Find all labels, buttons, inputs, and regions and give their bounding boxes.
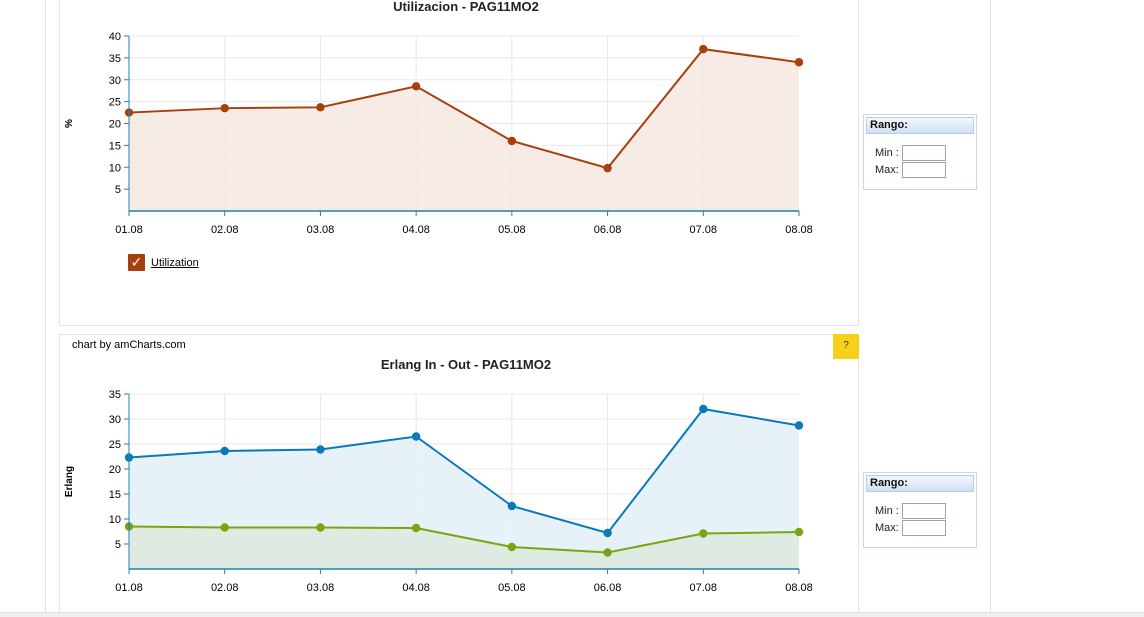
data-point — [603, 163, 612, 173]
x-tick-label: 06.08 — [594, 582, 622, 594]
x-tick-label: 06.08 — [594, 224, 622, 236]
erlang-help-button[interactable]: ? — [833, 334, 859, 359]
y-tick-label: 5 — [115, 539, 121, 551]
data-point — [411, 523, 421, 533]
range-min-label: Min : — [875, 147, 899, 159]
series-line-0 — [128, 407, 800, 535]
y-tick-label: 25 — [109, 97, 121, 109]
y-tick-label: 20 — [109, 119, 121, 131]
erlang-range-box: Rango: Min : Max: — [863, 472, 977, 548]
y-axis-label: % — [64, 119, 75, 128]
utilization-range-box: Rango: Min : Max: — [863, 114, 977, 190]
y-tick-label: 5 — [115, 184, 121, 196]
utilization-chart: Utilizacion - PAG11MO2% 5 10 15 20 25 30 35 40 01… — [64, 0, 813, 236]
x-tick-label: 01.08 — [115, 224, 143, 236]
chart-title: Utilizacion - PAG11MO2 — [393, 0, 539, 14]
range-max-input[interactable] — [902, 162, 946, 178]
chart-title: Erlang In - Out - PAG11MO2 — [381, 357, 551, 372]
series-line-0 — [128, 48, 800, 170]
data-point — [794, 58, 804, 67]
x-tick-label: 02.08 — [211, 582, 239, 594]
y-axis-label: Erlang — [64, 466, 75, 497]
data-point — [794, 421, 804, 430]
x-tick-label: 04.08 — [402, 224, 430, 236]
range-title: Rango: — [866, 475, 974, 492]
series-area-0 — [129, 49, 799, 211]
amcharts-credit[interactable]: chart by amCharts.com — [72, 339, 186, 351]
range-max-label: Max: — [875, 522, 899, 534]
y-tick-label: 15 — [109, 140, 121, 152]
data-point — [220, 103, 229, 113]
data-point — [507, 501, 517, 511]
x-tick-label: 03.08 — [307, 224, 335, 236]
x-tick-label: 07.08 — [690, 582, 718, 594]
data-point — [794, 527, 804, 537]
range-min-input[interactable] — [902, 145, 946, 161]
data-point — [316, 103, 325, 112]
data-point — [316, 445, 325, 454]
layout-left-rule — [45, 0, 46, 612]
window-bottom-edge — [0, 612, 1144, 617]
y-tick-label: 10 — [109, 514, 121, 526]
data-point — [699, 529, 708, 538]
data-point — [603, 548, 612, 557]
x-tick-label: 05.08 — [498, 224, 526, 236]
layout-right-rule — [990, 0, 991, 612]
x-tick-label: 08.08 — [785, 582, 813, 594]
x-tick-label: 01.08 — [115, 582, 143, 594]
y-tick-label: 30 — [109, 414, 121, 426]
x-tick-label: 08.08 — [785, 224, 813, 236]
x-tick-label: 07.08 — [690, 224, 718, 236]
data-point — [699, 404, 708, 414]
series-area-1 — [129, 526, 799, 569]
data-point — [411, 82, 421, 91]
legend-checkbox-icon[interactable]: ✓ — [128, 254, 145, 271]
erlang-chart: Erlang In - Out - PAG11MO2 Erlang 5 10 15 20 2… — [64, 357, 813, 594]
data-point — [603, 528, 612, 538]
utilization-legend[interactable]: ✓ Utilization — [128, 254, 199, 271]
data-point — [699, 44, 708, 54]
y-tick-label: 10 — [109, 162, 121, 174]
y-tick-label: 15 — [109, 489, 121, 501]
legend-label-utilization[interactable]: Utilization — [151, 256, 199, 269]
y-tick-label: 40 — [109, 31, 121, 43]
data-point — [507, 542, 517, 552]
y-tick-label: 25 — [109, 439, 121, 451]
range-min-label: Min : — [875, 505, 899, 517]
range-max-label: Max: — [875, 164, 899, 176]
data-point — [220, 523, 229, 532]
data-point — [507, 136, 517, 146]
x-tick-label: 02.08 — [211, 224, 239, 236]
x-tick-label: 05.08 — [498, 582, 526, 594]
data-point — [411, 432, 421, 441]
y-tick-label: 35 — [109, 53, 121, 65]
y-tick-label: 20 — [109, 464, 121, 476]
x-tick-label: 04.08 — [402, 582, 430, 594]
series-line-1 — [128, 525, 800, 554]
data-point — [316, 523, 325, 532]
range-min-input[interactable] — [902, 503, 946, 519]
data-point — [220, 446, 229, 456]
range-max-input[interactable] — [902, 520, 946, 536]
y-tick-label: 30 — [109, 75, 121, 87]
range-title: Rango: — [866, 117, 974, 134]
x-tick-label: 03.08 — [307, 582, 335, 594]
y-tick-label: 35 — [109, 389, 121, 401]
